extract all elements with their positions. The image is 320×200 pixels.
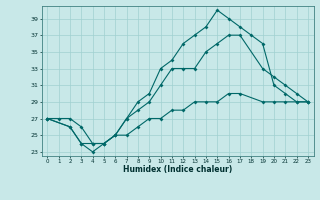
X-axis label: Humidex (Indice chaleur): Humidex (Indice chaleur) xyxy=(123,165,232,174)
